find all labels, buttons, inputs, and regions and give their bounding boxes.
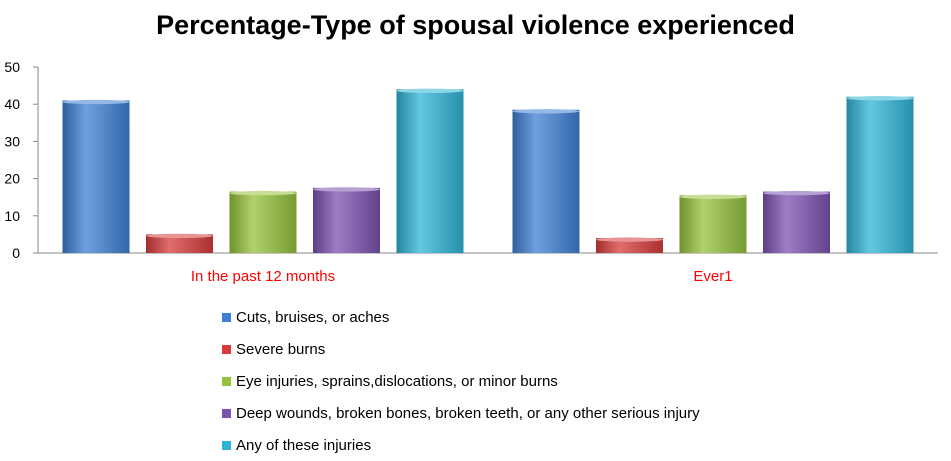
bar-top	[763, 190, 830, 196]
legend-item: Severe burns	[222, 333, 700, 365]
legend: Cuts, bruises, or aches Severe burns Eye i…	[222, 301, 700, 461]
bar	[229, 191, 297, 253]
bar	[596, 238, 663, 253]
bar-top	[396, 88, 464, 94]
legend-label: Any of these injuries	[236, 436, 372, 454]
legend-swatch	[222, 312, 231, 322]
bar	[679, 195, 747, 253]
x-category-label: Ever1	[693, 268, 732, 285]
legend-item: Eye injuries, sprains,dislocations, or m…	[222, 365, 700, 397]
chart-title: Percentage-Type of spousal violence expe…	[156, 10, 795, 40]
bars	[62, 88, 914, 253]
y-tick-label: 50	[4, 59, 20, 75]
legend-swatch	[222, 408, 231, 418]
bar	[846, 96, 914, 253]
bar-top	[596, 237, 663, 242]
y-tick-label: 30	[4, 133, 20, 149]
y-tick-label: 10	[4, 208, 20, 224]
legend-swatch	[222, 344, 231, 354]
legend-swatch	[222, 376, 231, 386]
y-tick-label: 0	[12, 245, 20, 261]
legend-label: Severe burns	[236, 340, 326, 358]
bar	[62, 100, 130, 253]
legend-label: Deep wounds, broken bones, broken teeth,…	[236, 404, 700, 422]
bar	[146, 234, 213, 253]
axis-labels: 0 10 20 30 40 50 In the past 12 months Ever1	[4, 59, 732, 285]
legend-item: Any of these injuries	[222, 429, 700, 461]
bar-top	[679, 194, 747, 200]
bar-top	[146, 233, 213, 239]
y-tick-label: 20	[4, 171, 20, 187]
bar	[396, 89, 464, 253]
legend-label: Eye injuries, sprains,dislocations, or m…	[236, 372, 558, 390]
legend-item: Deep wounds, broken bones, broken teeth,…	[222, 397, 700, 429]
x-category-label: In the past 12 months	[191, 268, 335, 285]
legend-label: Cuts, bruises, or aches	[236, 308, 390, 326]
legend-item: Cuts, bruises, or aches	[222, 301, 700, 333]
bar-chart: 0 10 20 30 40 50 In the past 12 months Ever1	[4, 59, 938, 285]
bar-top	[62, 99, 130, 105]
bar-top	[229, 190, 297, 196]
bar-top	[313, 187, 380, 192]
bar	[313, 187, 380, 253]
bar-top	[512, 109, 580, 114]
bar	[512, 109, 580, 253]
y-tick-label: 40	[4, 96, 20, 112]
bar-top	[846, 96, 914, 101]
bar	[763, 191, 830, 253]
